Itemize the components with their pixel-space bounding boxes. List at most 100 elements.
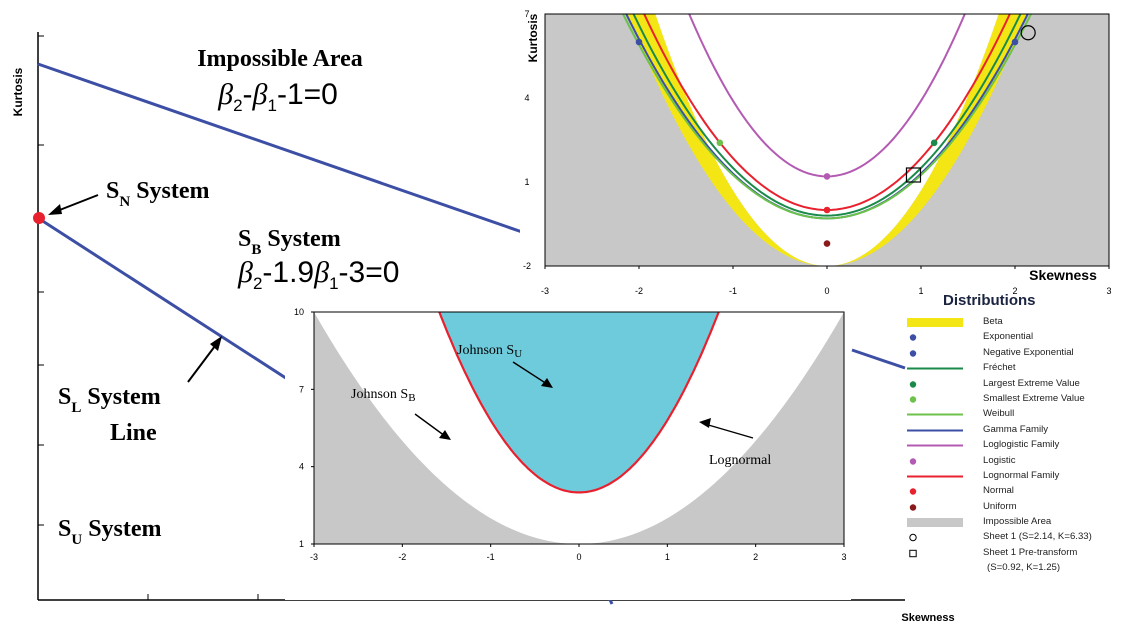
top-x-tick-label: 3 bbox=[1106, 286, 1111, 296]
top-x-ticks: -3 -2 -1 0 1 2 3 bbox=[541, 266, 1112, 296]
legend-item: Impossible Area bbox=[905, 515, 1141, 530]
bottom-x-tick-label: 3 bbox=[841, 552, 846, 562]
legend-item-label: Exponential bbox=[983, 331, 1034, 343]
legend-item: Loglogistic Family bbox=[905, 438, 1141, 453]
sn-system-label: SN System bbox=[106, 178, 210, 210]
bottom-y-tick-label: 1 bbox=[299, 539, 304, 549]
legend-item: Sheet 1 Pre-transform bbox=[905, 546, 1141, 561]
legend-swatch bbox=[907, 429, 963, 432]
sb-arrow bbox=[414, 413, 446, 437]
sn-arrowhead bbox=[48, 204, 62, 215]
legend-swatch bbox=[907, 367, 963, 370]
bottom-x-tick-label: -2 bbox=[398, 552, 406, 562]
legend-item-label: Loglogistic Family bbox=[983, 439, 1060, 451]
legend-item-label: Uniform bbox=[983, 500, 1017, 512]
legend-item-label: Weibull bbox=[983, 408, 1015, 420]
legend-item: Weibull bbox=[905, 407, 1141, 422]
top-x-tick-label: 1 bbox=[918, 286, 923, 296]
su-arrow bbox=[512, 361, 548, 385]
bottom-y-tick-label: 10 bbox=[294, 307, 304, 317]
legend-swatch bbox=[907, 444, 963, 447]
legend-swatch bbox=[909, 350, 917, 357]
top-y-ticks: -2 1 4 7 bbox=[523, 9, 531, 271]
sn-system-point bbox=[33, 212, 45, 224]
legend-item: Exponential bbox=[905, 330, 1141, 345]
legend-item-label: Impossible Area bbox=[983, 516, 1052, 528]
bottom-y-tick-label: 4 bbox=[299, 462, 304, 472]
johnson-su-region bbox=[439, 312, 719, 493]
lognormal-arrowhead bbox=[699, 418, 711, 428]
legend-item-label: Largest Extreme Value bbox=[983, 377, 1080, 389]
impossible-area-label: Impossible Area bbox=[197, 46, 363, 72]
point-normal bbox=[823, 206, 831, 214]
top-x-tick-label: -2 bbox=[635, 286, 643, 296]
johnson-regions-chart: -3 -2 -1 0 1 2 3 1 4 7 10 Johnson SU Johnson SB L… bbox=[285, 300, 851, 600]
legend-item: Gamma Family bbox=[905, 423, 1141, 438]
bottom-x-tick-label: 1 bbox=[665, 552, 670, 562]
point-sheet-1-pre-transform-s-0-92-k-1-25 bbox=[905, 167, 922, 183]
legend-swatch bbox=[909, 549, 917, 558]
point-uniform bbox=[823, 240, 831, 247]
point-negative-exponential bbox=[635, 38, 643, 46]
legend-swatch bbox=[907, 318, 963, 327]
legend-swatch bbox=[907, 564, 963, 573]
legend-item: Smallest Extreme Value bbox=[905, 392, 1141, 407]
legend-swatch bbox=[907, 475, 963, 478]
legend-swatch bbox=[909, 380, 917, 388]
legend-item-label: (S=0.92, K=1.25) bbox=[987, 562, 1061, 574]
sb-system-label: SB System bbox=[238, 226, 341, 258]
top-y-tick-label: 1 bbox=[524, 177, 529, 187]
su-arrowhead bbox=[541, 378, 553, 388]
johnson-su-label: Johnson SU bbox=[457, 343, 522, 360]
bottom-x-tick-label: -1 bbox=[487, 552, 495, 562]
bottom-x-ticks: -3 -2 -1 0 1 2 3 bbox=[310, 544, 847, 562]
point-smallest-extreme-value bbox=[716, 139, 724, 147]
main-xlabel: Skewness bbox=[901, 612, 954, 624]
sl-system-label-line2: Line bbox=[110, 420, 157, 446]
legend-item-label: Smallest Extreme Value bbox=[983, 392, 1085, 404]
point-logistic bbox=[823, 173, 831, 180]
unbounded-region bbox=[655, 14, 999, 266]
legend-title: Distributions bbox=[943, 292, 1036, 309]
lognormal-arrow bbox=[704, 423, 754, 439]
point-exponential bbox=[1011, 38, 1019, 46]
legend-item: Logistic bbox=[905, 454, 1141, 469]
legend-item-label: Logistic bbox=[983, 454, 1016, 466]
top-y-tick-label: 4 bbox=[524, 93, 529, 103]
point-sheet-1-s-2-14-k-6-33 bbox=[1020, 25, 1036, 41]
top-y-tick-label: 7 bbox=[524, 9, 529, 19]
legend-swatch bbox=[907, 413, 963, 416]
legend-swatch bbox=[909, 488, 917, 495]
bottom-x-tick-label: -3 bbox=[310, 552, 318, 562]
legend-swatch bbox=[907, 518, 963, 528]
main-ylabel: Kurtosis bbox=[11, 67, 25, 116]
legend-item: Beta bbox=[905, 315, 1141, 330]
legend-swatch bbox=[909, 334, 917, 342]
curve-fr-chet bbox=[632, 14, 1022, 217]
legend-item: Lognormal Family bbox=[905, 469, 1141, 484]
legend-swatch bbox=[909, 457, 917, 465]
top-x-tick-label: -3 bbox=[541, 286, 549, 296]
distributions-legend: Distributions Beta Exponential Negative Ex… bbox=[905, 292, 1141, 577]
legend-swatch bbox=[909, 503, 917, 511]
top-x-tick-label: 2 bbox=[1012, 286, 1017, 296]
bottom-x-tick-label: 0 bbox=[576, 552, 581, 562]
top-x-tick-label: -1 bbox=[729, 286, 737, 296]
skewness-kurtosis-chart: -3 -2 -1 0 1 2 3 -2 1 4 7 Kurtosis Skewness bbox=[520, 0, 1141, 300]
sl-system-line bbox=[37, 216, 293, 384]
impossible-boundary-equation: β2-β1-1=0 bbox=[217, 78, 338, 115]
legend-item: Sheet 1 (S=2.14, K=6.33) bbox=[905, 530, 1141, 545]
bottom-x-tick-label: 2 bbox=[753, 552, 758, 562]
su-system-label: SU System bbox=[58, 516, 162, 548]
impossible-boundary-line bbox=[37, 62, 526, 235]
sl-line-equation: β2-1.9β1-3=0 bbox=[237, 256, 399, 293]
impossible-boundary-line-tail bbox=[851, 348, 906, 370]
bottom-y-ticks: 1 4 7 10 bbox=[294, 307, 314, 549]
legend-item: Normal bbox=[905, 484, 1141, 499]
top-ylabel: Kurtosis bbox=[526, 13, 540, 62]
sl-arrow bbox=[187, 341, 219, 383]
legend-item: Negative Exponential bbox=[905, 346, 1141, 361]
legend-item: Largest Extreme Value bbox=[905, 377, 1141, 392]
sl-arrowhead bbox=[210, 336, 222, 351]
